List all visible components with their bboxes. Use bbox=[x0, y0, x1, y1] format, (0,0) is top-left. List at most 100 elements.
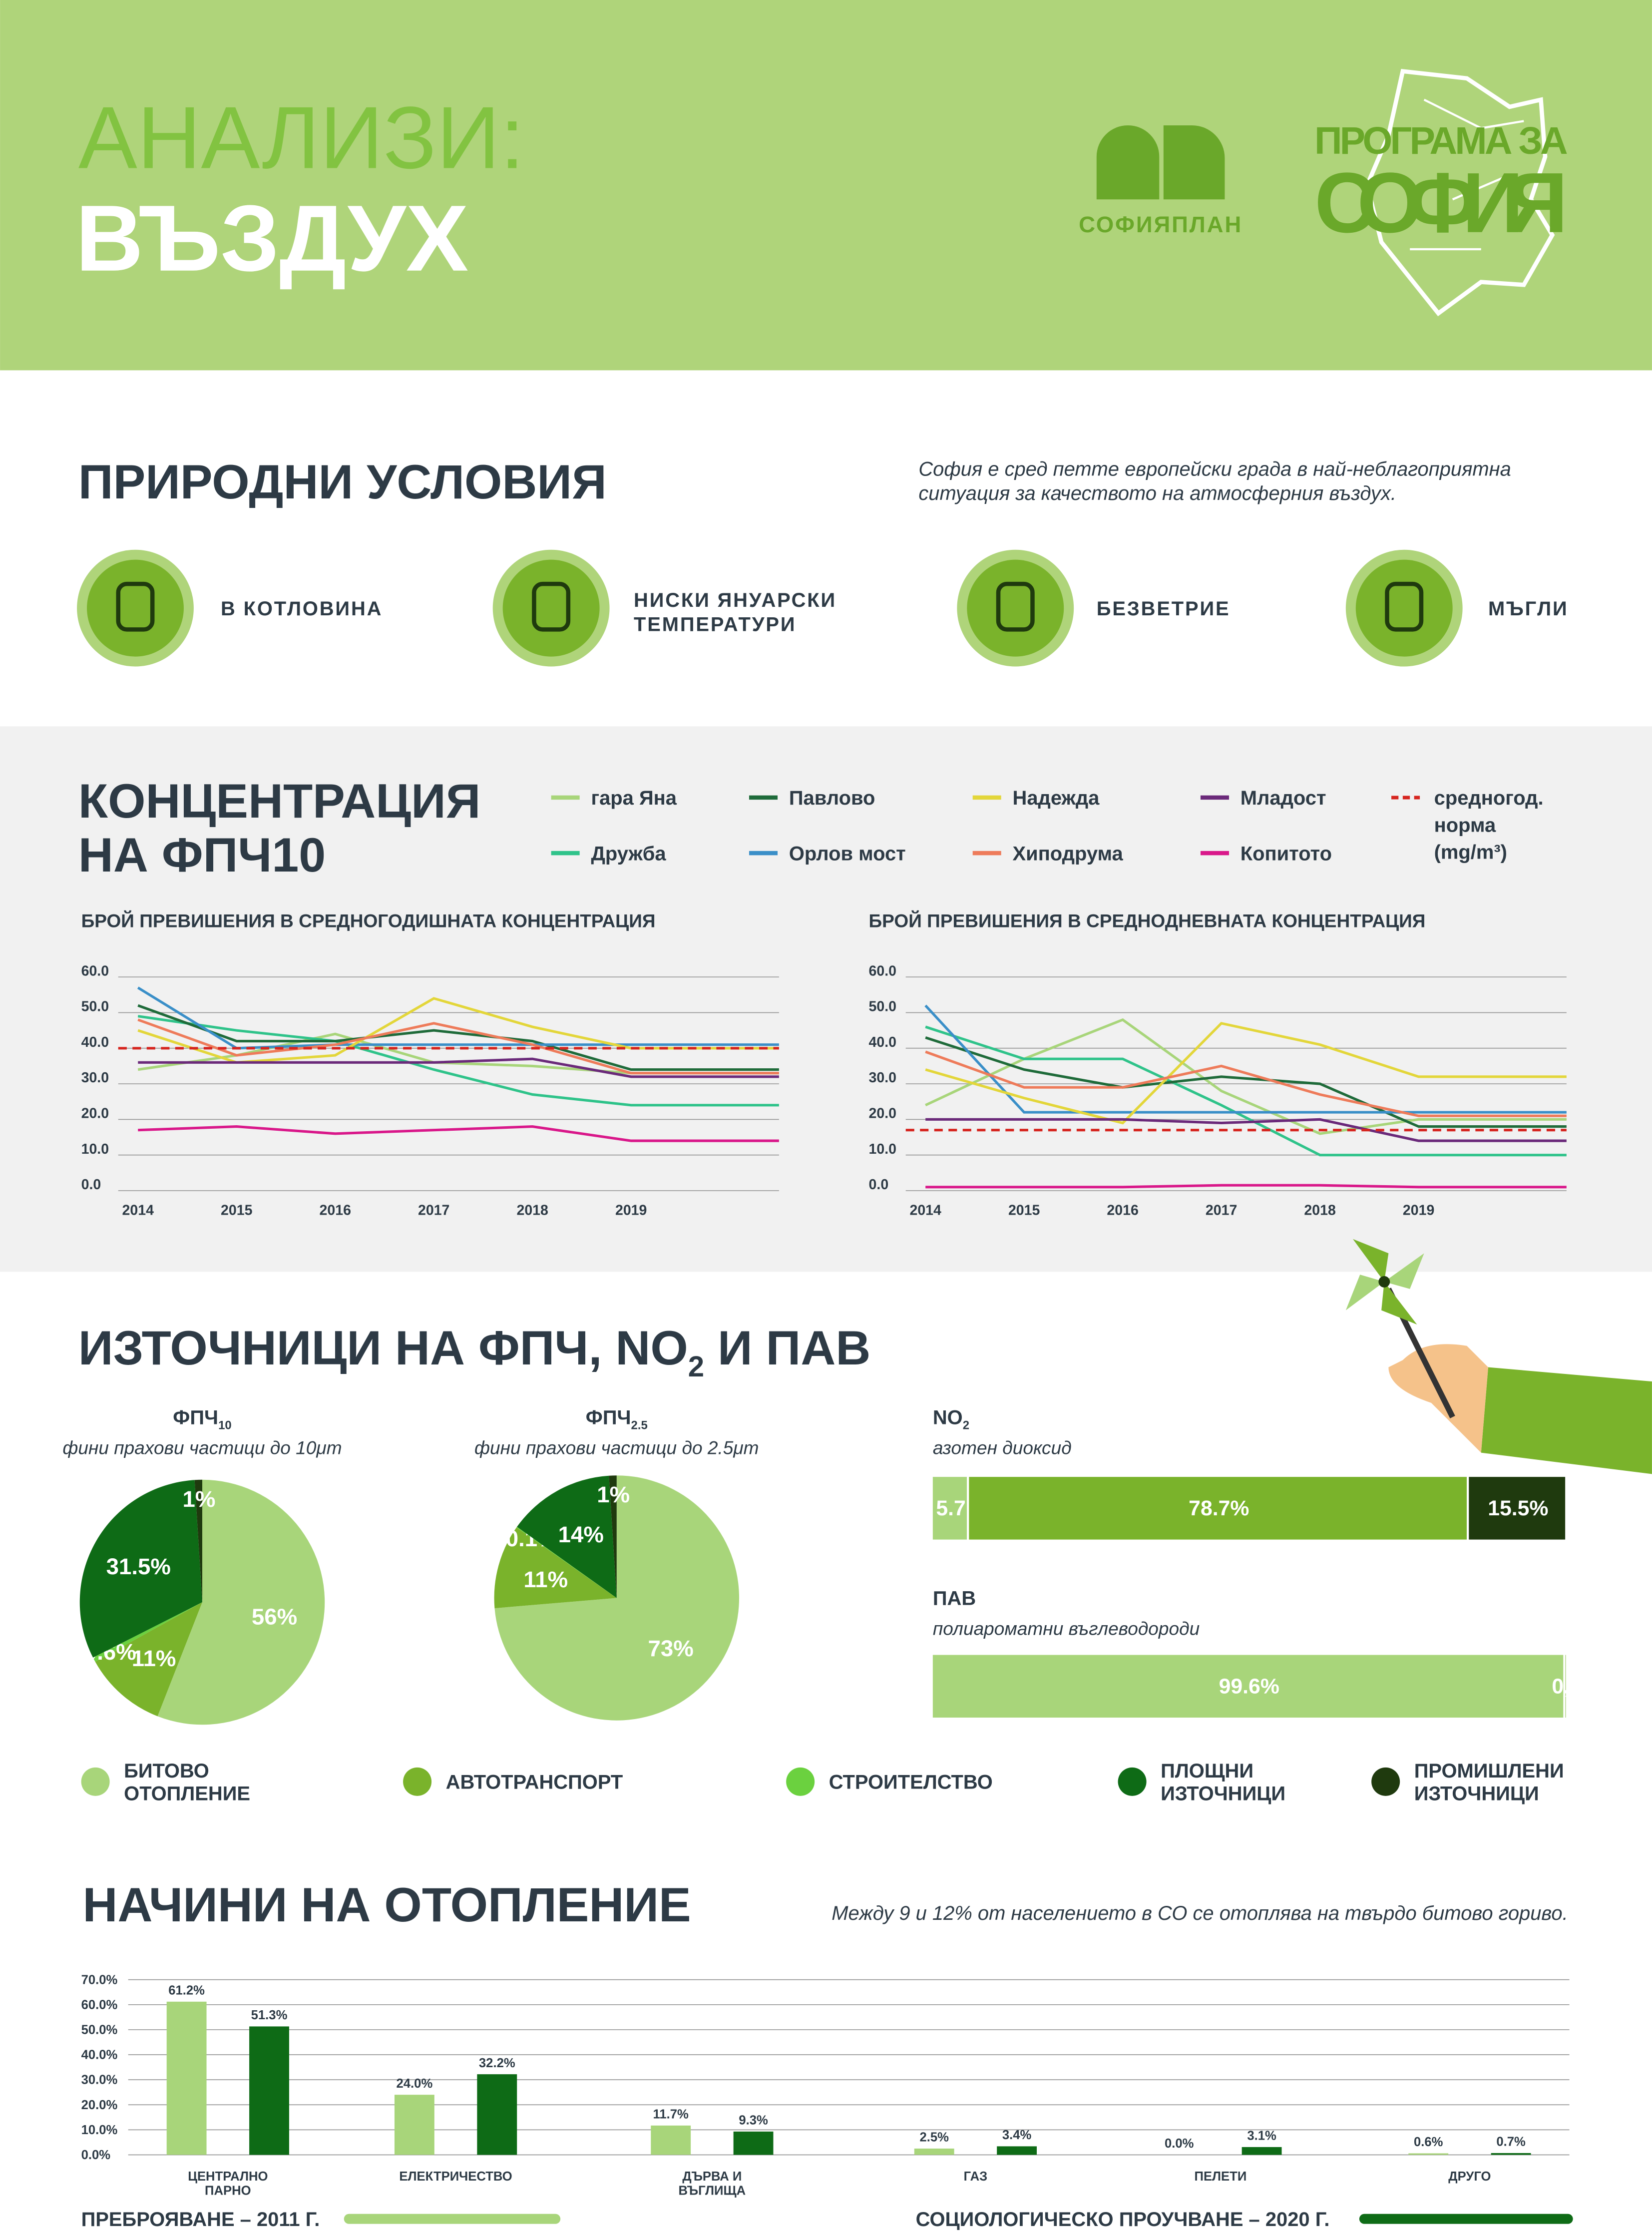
y-tick-label: 0.0 bbox=[81, 1177, 101, 1193]
x-tick-label: 2017 bbox=[1206, 1202, 1237, 1218]
icon bbox=[1355, 559, 1453, 657]
condition-label: МЪГЛИ bbox=[1488, 598, 1569, 620]
value-label: 61.2% bbox=[168, 1984, 205, 1998]
text-part: ИЗТОЧНИЦИ НА ФПЧ, NO bbox=[78, 1321, 688, 1375]
section-title: НА ФПЧ10 bbox=[78, 828, 326, 882]
legend-label: ОТОПЛЕНИЕ bbox=[124, 1783, 250, 1804]
legend-label: Дружба bbox=[591, 843, 666, 865]
bar bbox=[997, 2146, 1037, 2155]
legend-dot bbox=[81, 1767, 110, 1796]
pie-subtitle: фини прахови частици до 10μm bbox=[62, 1437, 342, 1458]
value-label: 51.3% bbox=[251, 2008, 288, 2022]
logo-text: СОФИЯПЛАН bbox=[1079, 212, 1242, 237]
pie-title: ФПЧ10 bbox=[173, 1407, 231, 1432]
pie-slice bbox=[93, 1602, 203, 1662]
pie-slice bbox=[194, 1479, 203, 1603]
series-line bbox=[925, 1025, 1567, 1157]
bar-segment bbox=[932, 1655, 1564, 1718]
value-label: 24.0% bbox=[397, 2077, 433, 2091]
section-title: ПРИРОДНИ УСЛОВИЯ bbox=[78, 454, 607, 509]
x-tick-label: 2019 bbox=[615, 1202, 647, 1218]
legend-label: Надежда bbox=[1013, 787, 1100, 809]
legend-label: гара Яна bbox=[591, 787, 677, 809]
bar-label: 0,4 bbox=[1552, 1675, 1582, 1699]
section-title: КОНЦЕНТРАЦИЯ bbox=[78, 774, 481, 828]
y-tick-label: 60.0 bbox=[81, 963, 109, 979]
y-tick-label: 40.0% bbox=[81, 2048, 118, 2062]
value-label: 3.1% bbox=[1247, 2129, 1276, 2143]
y-tick-label: 30.0 bbox=[869, 1070, 896, 1086]
bar bbox=[1241, 2147, 1282, 2155]
x-tick-label: 2019 bbox=[1403, 1202, 1434, 1218]
pie-label: 56% bbox=[252, 1604, 297, 1629]
value-label: 11.7% bbox=[653, 2108, 689, 2122]
legend-label: средногод. bbox=[1434, 787, 1544, 809]
pie-label: 1% bbox=[597, 1482, 630, 1507]
pie-label: 73% bbox=[648, 1636, 693, 1661]
x-tick-label: 2016 bbox=[1107, 1202, 1138, 1218]
series-line bbox=[137, 1015, 779, 1107]
bar-subtitle: полиароматни въглеводороди bbox=[933, 1618, 1200, 1639]
note: София е сред петте европейски града в на… bbox=[918, 458, 1511, 480]
y-tick-label: 60.0 bbox=[869, 963, 896, 979]
x-tick-label: 2014 bbox=[909, 1202, 941, 1218]
legend-dot bbox=[786, 1767, 815, 1796]
x-tick-label: ЕЛЕКТРИЧЕСТВО bbox=[399, 2170, 512, 2184]
pie-slice bbox=[516, 1527, 617, 1598]
value-label: 0.7% bbox=[1496, 2135, 1526, 2149]
subscript: 2.5 bbox=[631, 1419, 648, 1432]
text-part: И ПАВ bbox=[704, 1321, 870, 1375]
chart-title: БРОЙ ПРЕВИШЕНИЯ В СРЕДНОГОДИШНАТА КОНЦЕН… bbox=[81, 910, 656, 931]
x-tick-label: ГАЗ bbox=[964, 2170, 988, 2184]
y-tick-label: 10.0% bbox=[81, 2123, 118, 2137]
condition-label: НИСКИ ЯНУАРСКИ bbox=[634, 589, 836, 611]
x-tick-label: 2017 bbox=[418, 1202, 449, 1218]
y-tick-label: 30.0 bbox=[81, 1070, 109, 1086]
pie-label: 1% bbox=[183, 1486, 216, 1512]
icon-glyph bbox=[532, 581, 571, 632]
x-tick-label: ДЪРВА И bbox=[682, 2170, 742, 2184]
series-line bbox=[924, 1004, 1567, 1114]
legend-dot bbox=[1118, 1767, 1147, 1796]
x-tick-label: ПАРНО bbox=[205, 2184, 251, 2198]
icon-glyph bbox=[116, 581, 155, 632]
legend-label: ПРОМИШЛЕНИ bbox=[1414, 1760, 1564, 1782]
note: ситуация за качеството на атмосферния въ… bbox=[918, 482, 1396, 504]
condition-label: В КОТЛОВИНА bbox=[221, 598, 383, 620]
y-tick-label: 20.0% bbox=[81, 2098, 118, 2112]
bar-segment bbox=[969, 1477, 1467, 1540]
pinwheel-illustration bbox=[1345, 1239, 1652, 1474]
x-tick-label: ДРУГО bbox=[1448, 2170, 1491, 2184]
series-line bbox=[925, 1050, 1567, 1117]
legend-label: АВТОТРАНСПОРТ bbox=[446, 1772, 623, 1793]
sofia-map bbox=[1365, 68, 1555, 317]
legend-label: БИТОВО bbox=[124, 1760, 209, 1782]
title-line: АНАЛИЗИ: bbox=[78, 88, 524, 187]
pie-slice bbox=[609, 1475, 617, 1598]
bar-label: 15.5% bbox=[1488, 1496, 1548, 1520]
bar bbox=[1408, 2153, 1449, 2155]
y-tick-label: 30.0% bbox=[81, 2073, 118, 2087]
subscript: 10 bbox=[218, 1419, 232, 1432]
subscript: 2 bbox=[963, 1419, 969, 1432]
legend-label: Младост bbox=[1240, 787, 1326, 809]
legend-dot bbox=[1371, 1767, 1400, 1796]
pie-title: ФПЧ2.5 bbox=[586, 1407, 648, 1432]
pie-slice bbox=[95, 1602, 203, 1717]
section-title: НАЧИНИ НА ОТОПЛЕНИЕ bbox=[82, 1877, 691, 1932]
legend-label: СТРОИТЕЛСТВО bbox=[829, 1772, 993, 1793]
icon bbox=[967, 559, 1064, 657]
y-tick-label: 10.0 bbox=[81, 1141, 109, 1157]
legend-label: Павлово bbox=[789, 787, 875, 809]
bar bbox=[733, 2131, 774, 2155]
y-tick-label: 10.0 bbox=[869, 1141, 896, 1157]
icon bbox=[87, 559, 184, 657]
value-label: 32.2% bbox=[479, 2056, 515, 2070]
condition-label: БЕЗВЕТРИЕ bbox=[1097, 598, 1231, 620]
x-tick-label: 2018 bbox=[516, 1202, 548, 1218]
legend-label: ИЗТОЧНИЦИ bbox=[1414, 1783, 1539, 1804]
x-tick-label: ЦЕНТРАЛНО bbox=[188, 2170, 268, 2184]
header-band bbox=[0, 0, 1652, 371]
bar-label: 78.7% bbox=[1189, 1496, 1249, 1520]
